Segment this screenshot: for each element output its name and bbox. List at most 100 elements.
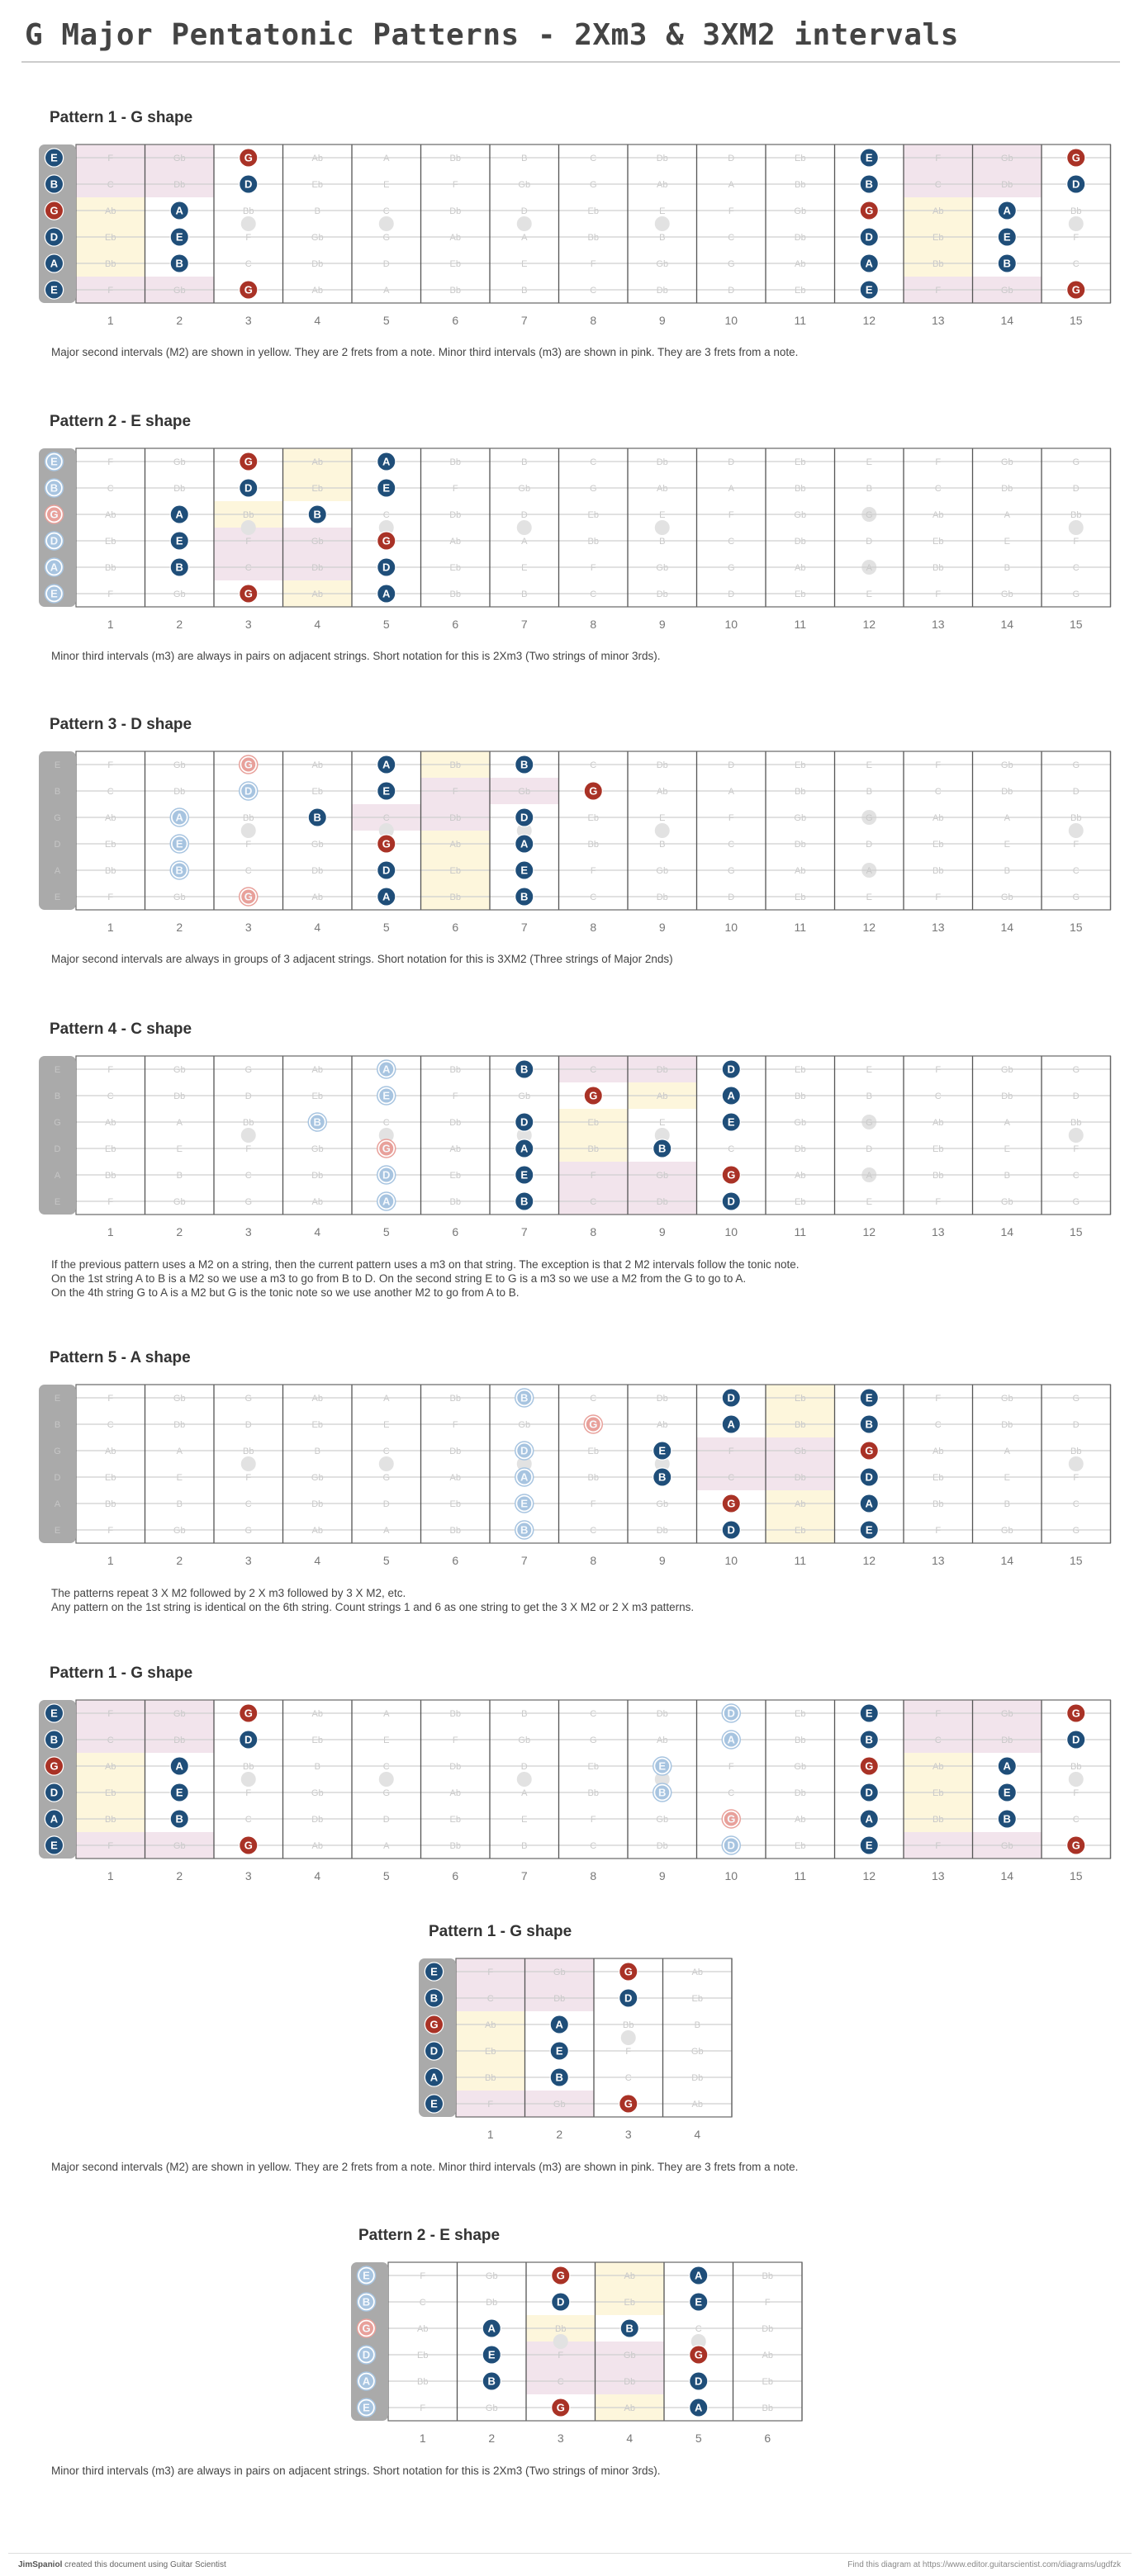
root-note-marker[interactable]: G <box>239 452 259 471</box>
scale-note-marker[interactable]: E <box>169 531 189 551</box>
scale-note-marker[interactable]: E <box>424 2094 444 2114</box>
scale-note-marker[interactable]: E <box>859 280 879 300</box>
scale-note-marker[interactable]: D <box>239 781 259 801</box>
root-note-marker[interactable]: G <box>1066 1703 1086 1723</box>
scale-note-marker[interactable]: A <box>44 557 64 577</box>
scale-note-marker[interactable]: E <box>653 1441 672 1461</box>
scale-note-marker[interactable]: A <box>859 1809 879 1829</box>
scale-note-marker[interactable]: A <box>44 1809 64 1829</box>
root-note-marker[interactable]: G <box>377 1139 396 1158</box>
scale-note-marker[interactable]: A <box>169 201 189 220</box>
scale-note-marker[interactable]: D <box>859 1467 879 1487</box>
scale-note-marker[interactable]: B <box>515 1388 534 1408</box>
root-note-marker[interactable]: G <box>424 2015 444 2034</box>
scale-note-marker[interactable]: E <box>721 1112 741 1132</box>
scale-note-marker[interactable]: A <box>997 201 1017 220</box>
root-note-marker[interactable]: G <box>377 531 396 551</box>
scale-note-marker[interactable]: B <box>549 2067 569 2087</box>
scale-note-marker[interactable]: D <box>239 478 259 498</box>
scale-note-marker[interactable]: E <box>377 1086 396 1106</box>
scale-note-marker[interactable]: A <box>169 807 189 827</box>
scale-note-marker[interactable]: E <box>44 452 64 471</box>
scale-note-marker[interactable]: E <box>44 280 64 300</box>
scale-note-marker[interactable]: A <box>721 1086 741 1106</box>
scale-note-marker[interactable]: B <box>997 253 1017 273</box>
scale-note-marker[interactable]: B <box>307 1112 327 1132</box>
scale-note-marker[interactable]: D <box>377 557 396 577</box>
scale-note-marker[interactable]: E <box>689 2292 709 2312</box>
scale-note-marker[interactable]: A <box>997 1756 1017 1776</box>
scale-note-marker[interactable]: D <box>721 1388 741 1408</box>
root-note-marker[interactable]: G <box>721 1809 741 1829</box>
scale-note-marker[interactable]: A <box>169 504 189 524</box>
scale-note-marker[interactable]: D <box>515 1441 534 1461</box>
scale-note-marker[interactable]: E <box>169 834 189 854</box>
scale-note-marker[interactable]: D <box>721 1520 741 1540</box>
root-note-marker[interactable]: G <box>239 1835 259 1855</box>
scale-note-marker[interactable]: A <box>515 1139 534 1158</box>
scale-note-marker[interactable]: A <box>515 1467 534 1487</box>
scale-note-marker[interactable]: E <box>859 1520 879 1540</box>
scale-note-marker[interactable]: A <box>169 1756 189 1776</box>
scale-note-marker[interactable]: B <box>515 755 534 774</box>
root-note-marker[interactable]: G <box>619 1962 638 1982</box>
scale-note-marker[interactable]: B <box>169 1809 189 1829</box>
scale-note-marker[interactable]: E <box>549 2041 569 2061</box>
root-note-marker[interactable]: G <box>721 1165 741 1185</box>
scale-note-marker[interactable]: E <box>44 148 64 168</box>
scale-note-marker[interactable]: A <box>377 1059 396 1079</box>
scale-note-marker[interactable]: E <box>44 1703 64 1723</box>
scale-note-marker[interactable]: D <box>44 227 64 247</box>
root-note-marker[interactable]: G <box>44 1756 64 1776</box>
scale-note-marker[interactable]: B <box>169 860 189 880</box>
scale-note-marker[interactable]: E <box>482 2345 501 2365</box>
footer-author[interactable]: JimSpaniol <box>18 2560 63 2569</box>
root-note-marker[interactable]: G <box>239 755 259 774</box>
scale-note-marker[interactable]: E <box>515 1165 534 1185</box>
scale-note-marker[interactable]: B <box>653 1467 672 1487</box>
scale-note-marker[interactable]: D <box>551 2292 571 2312</box>
scale-note-marker[interactable]: E <box>653 1756 672 1776</box>
root-note-marker[interactable]: G <box>239 584 259 604</box>
scale-note-marker[interactable]: E <box>515 860 534 880</box>
scale-note-marker[interactable]: A <box>377 584 396 604</box>
scale-note-marker[interactable]: E <box>859 1703 879 1723</box>
scale-note-marker[interactable]: B <box>653 1783 672 1802</box>
scale-note-marker[interactable]: D <box>377 860 396 880</box>
scale-note-marker[interactable]: B <box>169 557 189 577</box>
root-note-marker[interactable]: G <box>689 2345 709 2365</box>
scale-note-marker[interactable]: A <box>549 2015 569 2034</box>
footer-link[interactable]: Find this diagram at https://www.editor.… <box>847 2560 1121 2569</box>
scale-note-marker[interactable]: D <box>424 2041 444 2061</box>
scale-note-marker[interactable]: E <box>515 1494 534 1513</box>
scale-note-marker[interactable]: E <box>44 1835 64 1855</box>
root-note-marker[interactable]: G <box>721 1494 741 1513</box>
root-note-marker[interactable]: G <box>356 2318 377 2338</box>
scale-note-marker[interactable]: B <box>619 2318 639 2338</box>
scale-note-marker[interactable]: E <box>377 478 396 498</box>
root-note-marker[interactable]: G <box>239 887 259 907</box>
root-note-marker[interactable]: G <box>1066 280 1086 300</box>
scale-note-marker[interactable]: A <box>721 1414 741 1434</box>
scale-note-marker[interactable]: D <box>859 227 879 247</box>
scale-note-marker[interactable]: B <box>515 1059 534 1079</box>
scale-note-marker[interactable]: A <box>44 253 64 273</box>
scale-note-marker[interactable]: B <box>515 887 534 907</box>
scale-note-marker[interactable]: A <box>689 2266 709 2285</box>
scale-note-marker[interactable]: B <box>859 1730 879 1750</box>
scale-note-marker[interactable]: D <box>44 1783 64 1802</box>
scale-note-marker[interactable]: D <box>239 1730 259 1750</box>
scale-note-marker[interactable]: B <box>859 174 879 194</box>
scale-note-marker[interactable]: A <box>859 1494 879 1513</box>
scale-note-marker[interactable]: D <box>689 2371 709 2391</box>
scale-note-marker[interactable]: D <box>721 1835 741 1855</box>
root-note-marker[interactable]: G <box>583 781 603 801</box>
scale-note-marker[interactable]: A <box>377 452 396 471</box>
root-note-marker[interactable]: G <box>239 1703 259 1723</box>
scale-note-marker[interactable]: D <box>619 1988 638 2008</box>
root-note-marker[interactable]: G <box>583 1086 603 1106</box>
scale-note-marker[interactable]: D <box>721 1191 741 1211</box>
root-note-marker[interactable]: G <box>239 148 259 168</box>
scale-note-marker[interactable]: D <box>721 1703 741 1723</box>
scale-note-marker[interactable]: B <box>44 1730 64 1750</box>
